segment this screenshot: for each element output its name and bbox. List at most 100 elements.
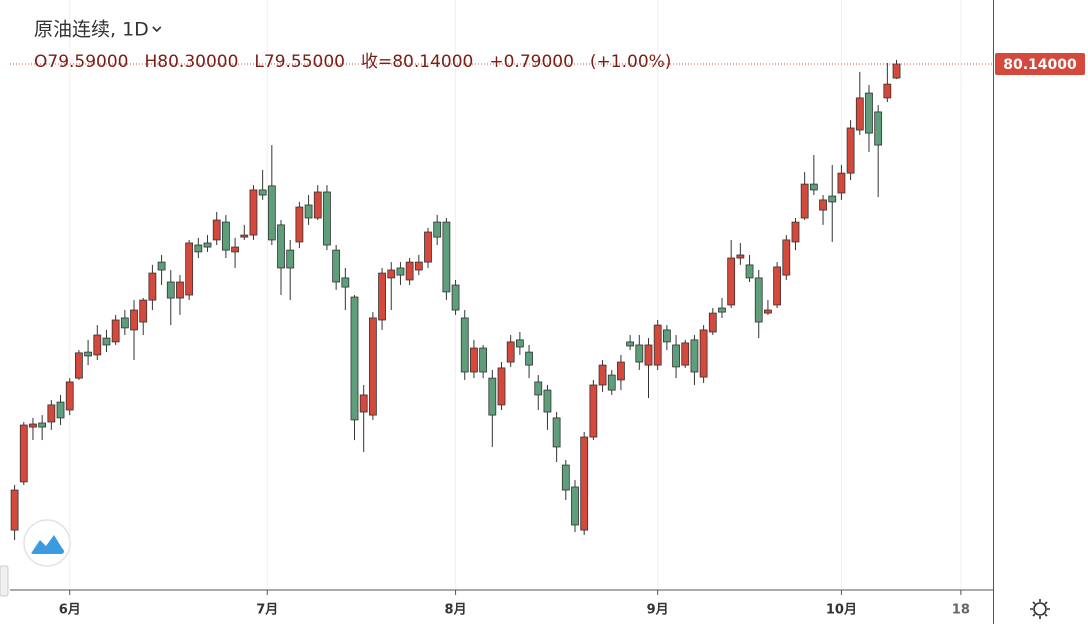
candle-body: [19, 424, 28, 483]
candle-body: [341, 277, 350, 288]
candle-body: [350, 296, 359, 421]
candle-body: [828, 195, 837, 203]
candle-body: [506, 341, 515, 363]
x-tick-label: 7月: [256, 603, 278, 618]
candle-body: [203, 242, 212, 248]
candle-body: [470, 347, 478, 373]
candle-body: [662, 329, 671, 343]
candle-body: [791, 221, 800, 243]
candle-body: [424, 231, 432, 263]
candle-body: [277, 224, 285, 269]
candle-body: [304, 204, 313, 219]
candle-body: [221, 221, 230, 251]
candle-body: [433, 221, 442, 238]
candle-body: [672, 344, 680, 368]
candle-body: [552, 417, 561, 448]
candle-body: [525, 351, 533, 366]
candle-body: [185, 242, 194, 296]
candle-body: [148, 272, 157, 301]
candle-body: [84, 351, 92, 357]
legend-item: H80.30000: [145, 52, 239, 72]
candle-body: [837, 172, 846, 194]
candle-body: [396, 267, 405, 276]
candle-body: [580, 436, 589, 531]
candle-body: [800, 183, 809, 219]
candle-body: [387, 269, 396, 279]
legend-item: L79.55000: [254, 52, 345, 72]
candle-body: [874, 111, 883, 146]
gear-ring: [1033, 602, 1047, 616]
candle-body: [29, 423, 37, 428]
candle-body: [313, 191, 322, 219]
candle-body: [378, 272, 386, 321]
chart-title: 原油连续, 1D: [34, 19, 149, 41]
candle-body: [819, 199, 827, 211]
candle-body: [534, 381, 543, 396]
candles: [10, 59, 901, 541]
candle-body: [102, 337, 111, 346]
candle-body: [773, 266, 782, 306]
candle-body: [166, 281, 175, 299]
candle-body: [332, 249, 341, 283]
candle-body: [865, 92, 873, 134]
candle-body: [617, 361, 625, 381]
candle-body: [130, 309, 138, 331]
logo-circle[interactable]: [23, 519, 71, 567]
candle-body: [405, 261, 414, 281]
candle-body: [451, 284, 460, 311]
candle-body: [47, 404, 56, 423]
candle-body: [883, 83, 892, 99]
candle-body: [626, 341, 635, 347]
candle-body: [111, 319, 120, 343]
candle-body: [718, 307, 726, 313]
candle-body: [681, 342, 690, 366]
candle-body: [892, 63, 901, 79]
candle-body: [727, 257, 736, 306]
gear-teeth: [1030, 599, 1050, 619]
candle-body: [75, 352, 83, 379]
last-price-label: 80.14000: [1003, 57, 1077, 73]
candle-body: [736, 254, 745, 259]
x-tick-label: 18: [952, 603, 970, 618]
candle-body: [488, 377, 497, 416]
candle-body: [93, 334, 102, 356]
candle-body: [598, 364, 607, 386]
candle-body: [515, 339, 524, 348]
candle-body: [644, 344, 653, 366]
logo[interactable]: [23, 519, 71, 567]
candle-body: [157, 261, 166, 271]
legend-item: +0.79000: [489, 52, 574, 72]
x-tick-label: 10月: [826, 603, 857, 618]
settings-icon[interactable]: [1030, 599, 1050, 619]
legend-item: 收=80.14000: [361, 52, 473, 72]
candle-body: [249, 189, 258, 236]
candle-body: [754, 277, 763, 323]
symbol-dropdown[interactable]: [152, 26, 162, 33]
candle-body: [240, 234, 249, 238]
candle-body: [212, 219, 221, 241]
x-tick-label: 9月: [647, 603, 669, 618]
candle-body: [267, 185, 276, 241]
candle-body: [414, 261, 423, 271]
candle-body: [139, 299, 148, 323]
logo-shape: [31, 535, 64, 554]
candle-body: [10, 489, 19, 531]
candle-body: [571, 486, 579, 526]
candle-body: [359, 394, 368, 413]
candle-body: [561, 464, 570, 491]
side-tab[interactable]: [0, 565, 9, 597]
candle-body: [194, 244, 203, 253]
candle-body: [855, 97, 864, 131]
candle-body: [38, 422, 47, 428]
candle-body: [176, 281, 184, 299]
candle-body: [460, 317, 469, 373]
candle-body: [543, 389, 552, 413]
x-tick-label: 8月: [445, 603, 467, 618]
candle-body: [120, 317, 129, 329]
candle-body: [846, 127, 855, 174]
candle-body: [295, 206, 304, 243]
candle-body: [323, 191, 331, 246]
ohlc-legend: O79.59000 H80.30000 L79.55000 收=80.14000 +0.…: [34, 52, 671, 72]
